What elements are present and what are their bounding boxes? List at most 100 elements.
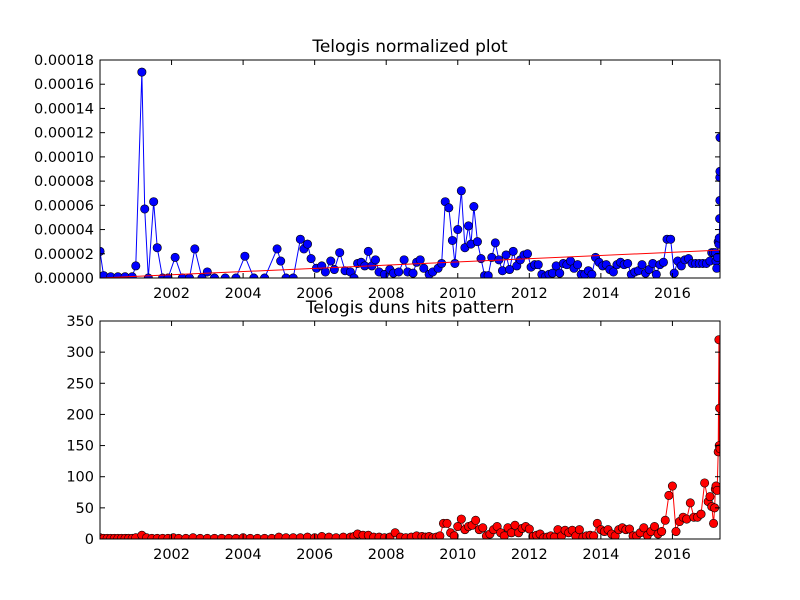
plot-area	[100, 321, 720, 539]
data-point	[555, 268, 565, 278]
data-point	[456, 514, 466, 524]
y-tick-label: 0.00016	[34, 77, 94, 93]
x-tick-label: 2010	[439, 547, 476, 563]
y-tick-label: 250	[66, 376, 94, 392]
x-tick-label: 2012	[511, 547, 548, 563]
data-point	[573, 260, 583, 270]
data-point	[651, 269, 661, 278]
plot-area	[100, 60, 720, 278]
y-tick-label: 0.00008	[34, 174, 94, 190]
y-tick-label: 0.00018	[34, 53, 94, 69]
data-point	[574, 525, 584, 535]
chart-title: Telogis duns hits pattern	[305, 298, 514, 318]
data-point	[302, 239, 312, 249]
data-point	[714, 233, 720, 243]
y-tick-label: 0.00012	[34, 126, 94, 142]
data-point	[700, 478, 710, 488]
data-point	[137, 67, 147, 77]
x-tick-label: 2006	[296, 286, 333, 302]
data-point	[639, 523, 649, 533]
data-point	[657, 527, 667, 537]
data-point	[435, 531, 445, 539]
x-tick-label: 2006	[296, 547, 333, 563]
data-point	[712, 263, 720, 273]
data-point	[363, 246, 373, 256]
chart-title: Telogis normalized plot	[311, 37, 508, 57]
plot-frame	[99, 59, 721, 279]
data-point	[450, 258, 460, 268]
data-point	[131, 261, 141, 271]
data-point	[666, 234, 676, 244]
data-point	[671, 527, 681, 537]
data-point	[714, 335, 720, 345]
data-point	[444, 203, 454, 213]
data-point	[463, 221, 473, 231]
data-point	[483, 271, 493, 278]
y-tick-label: 0.00014	[34, 101, 94, 117]
y-tick-label: 150	[66, 439, 94, 455]
data-point	[501, 250, 511, 260]
y-tick-label: 100	[66, 470, 94, 486]
data-point	[524, 524, 534, 534]
data-point	[490, 238, 500, 248]
y-tick-label: 0.00004	[34, 223, 94, 239]
x-tick-label: 2002	[153, 286, 190, 302]
data-point	[437, 258, 447, 268]
data-point	[623, 258, 633, 268]
data-point	[202, 267, 212, 277]
data-point	[394, 267, 404, 277]
x-tick-label: 2016	[654, 547, 691, 563]
data-point	[447, 235, 457, 245]
data-point	[587, 269, 597, 278]
data-point	[170, 252, 180, 262]
data-point	[660, 515, 670, 525]
data-point	[469, 202, 479, 212]
x-tick-label: 2014	[582, 547, 619, 563]
data-point	[152, 243, 162, 253]
data-point	[240, 251, 250, 261]
chart-2: 2002 2004 2006 2008 2010 2012 2014 2016 0 50 100 15…	[66, 298, 721, 563]
x-tick-label: 2014	[582, 286, 619, 302]
data-point	[713, 252, 720, 262]
x-tick-label: 2004	[225, 547, 262, 563]
data-point	[449, 531, 459, 539]
y-tick-label: 350	[66, 314, 94, 330]
data-point	[667, 481, 677, 491]
data-point	[476, 254, 486, 264]
x-tick-label: 2010	[439, 286, 476, 302]
data-point	[456, 186, 466, 196]
x-tick-label: 2002	[153, 547, 190, 563]
y-tick-label: 0.00010	[34, 150, 94, 166]
data-point	[408, 268, 418, 278]
data-point	[505, 265, 515, 275]
data-point	[685, 498, 695, 508]
data-point	[370, 255, 380, 265]
data-point	[190, 244, 200, 254]
data-point	[472, 237, 482, 247]
data-point	[696, 509, 706, 519]
plot-content	[100, 335, 720, 539]
data-point	[329, 265, 339, 275]
y-tick-label: 0.00000	[34, 271, 94, 287]
y-tick-label: 300	[66, 345, 94, 361]
data-point	[712, 485, 720, 495]
data-point	[272, 244, 282, 254]
chart-1: 2002 2004 2006 2008 2010 2012 2014 2016 0.00000 0…	[34, 37, 721, 302]
data-point	[276, 256, 286, 266]
x-tick-label: 2008	[368, 286, 405, 302]
plot-frame	[99, 320, 721, 540]
plot-content	[100, 67, 720, 278]
y-tick-label: 0.00002	[34, 247, 94, 263]
series-line-2	[100, 249, 720, 278]
data-point	[140, 204, 150, 214]
data-point	[442, 518, 452, 528]
data-point	[508, 246, 518, 256]
data-point	[709, 518, 719, 528]
data-point	[478, 523, 488, 533]
data-point	[637, 260, 647, 270]
data-point	[419, 263, 429, 273]
data-point	[415, 255, 425, 265]
y-tick-label: 0	[85, 532, 94, 548]
x-tick-label: 2016	[654, 286, 691, 302]
